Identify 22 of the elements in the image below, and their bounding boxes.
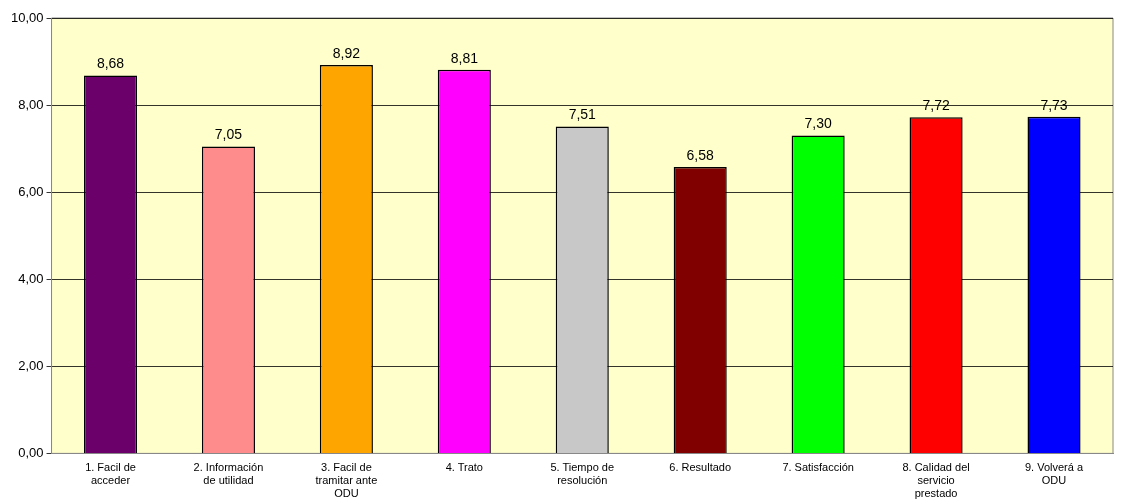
data-label: 8,68 [96, 55, 125, 72]
x-tick-label: 6. Resultado [669, 461, 732, 474]
y-tick-label: 2,00 [18, 357, 44, 373]
data-label: 8,92 [332, 44, 361, 61]
x-tick-label: 8. Calidad del servicio prestado [902, 461, 970, 500]
data-label: 7,51 [568, 106, 597, 123]
y-tick-label: 0,00 [18, 444, 44, 460]
data-label: 7,05 [214, 126, 243, 143]
data-label: 8,81 [450, 49, 479, 66]
x-tick-label: 3. Facil de tramitar ante ODU [315, 461, 378, 500]
data-label: 7,30 [804, 115, 832, 132]
y-tick-label: 10,00 [10, 9, 44, 25]
x-tick-label: 5. Tiempo de resolución [550, 461, 615, 487]
x-tick-label: 7. Satisfacción [782, 461, 854, 474]
x-tick-label: 9. Volverá a ODU [1024, 461, 1084, 487]
y-tick-label: 8,00 [18, 96, 44, 112]
x-tick-label: 2. Información de utilidad [193, 461, 264, 487]
y-tick-label: 6,00 [18, 183, 44, 199]
y-tick-label: 4,00 [18, 270, 44, 286]
x-tick-label: 4. Trato [445, 461, 483, 474]
x-tick-label: 1. Facil de acceder [85, 461, 136, 487]
data-label: 6,58 [686, 146, 715, 163]
